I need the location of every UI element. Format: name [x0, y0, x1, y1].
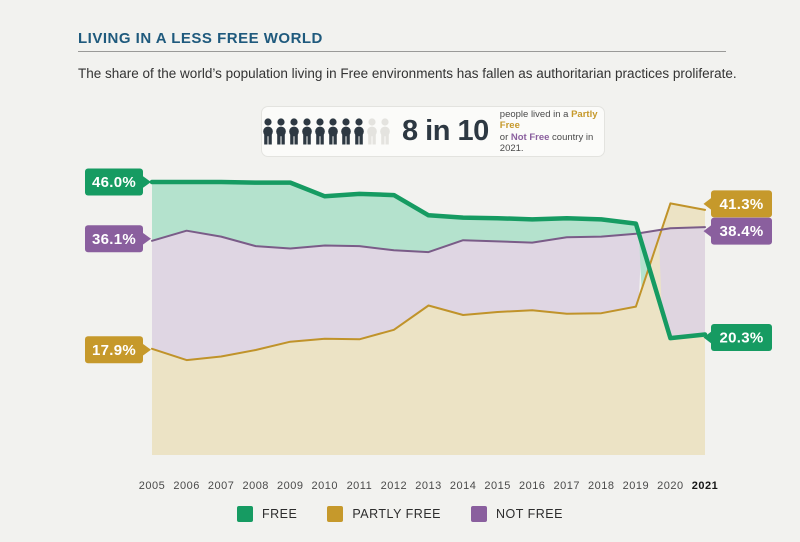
x-axis-label: 2009	[277, 480, 303, 492]
big-stat-text: 8 in 10	[402, 115, 489, 147]
person-icon	[354, 118, 364, 145]
caption-not-free: Not Free	[510, 131, 550, 143]
svg-text:41.3%: 41.3%	[719, 196, 763, 213]
caption-prefix: people lived in a	[499, 108, 572, 120]
x-axis-label: 2021	[692, 480, 718, 492]
person-icon	[328, 118, 338, 145]
caption-suffix: country in 2021.	[499, 131, 594, 155]
legend-item-not-free: NOT FREE	[471, 506, 563, 522]
person-icon	[302, 118, 312, 145]
free-start-badge: 46.0%	[85, 168, 151, 196]
x-axis-label: 2010	[312, 480, 338, 492]
stat-caption: people lived in a Partly Free or Not Fre…	[500, 109, 604, 155]
legend-label-partly-free: PARTLY FREE	[352, 507, 441, 521]
partly-free-start-badge: 17.9%	[85, 336, 151, 364]
person-icon	[289, 118, 299, 145]
svg-text:46.0%: 46.0%	[92, 174, 136, 191]
not-free-start-badge: 36.1%	[85, 225, 151, 253]
partly-free-area	[152, 203, 705, 455]
people-pictogram	[262, 118, 391, 145]
legend-item-partly-free: PARTLY FREE	[327, 506, 441, 522]
x-axis-label: 2005	[139, 480, 165, 492]
x-axis-label: 2016	[519, 480, 545, 492]
x-axis-label: 2007	[208, 480, 234, 492]
not-free-end-badge: 38.4%	[703, 217, 772, 245]
x-axis-label: 2018	[588, 480, 614, 492]
person-icon	[341, 118, 351, 145]
person-icon	[276, 118, 286, 145]
x-axis-label: 2006	[173, 480, 199, 492]
x-axis-label: 2011	[347, 480, 373, 492]
x-axis-label: 2015	[484, 480, 510, 492]
person-icon	[380, 118, 390, 145]
x-axis-label: 2014	[450, 480, 476, 492]
partly-free-line	[151, 202, 706, 362]
x-axis-label: 2013	[415, 480, 441, 492]
title-divider	[78, 51, 726, 52]
partly-free-swatch-icon	[327, 506, 344, 522]
x-axis-label: 2017	[554, 480, 580, 492]
svg-text:17.9%: 17.9%	[92, 342, 136, 359]
person-icon	[263, 118, 273, 145]
svg-text:20.3%: 20.3%	[719, 330, 763, 347]
not-free-line	[151, 226, 706, 254]
legend-label-free: FREE	[262, 507, 298, 521]
legend-label-not-free: NOT FREE	[496, 507, 563, 521]
caption-partly-free: Partly Free	[499, 108, 598, 132]
stat-callout-box: 8 in 10 people lived in a Partly Free or…	[261, 106, 605, 157]
svg-text:38.4%: 38.4%	[719, 223, 763, 240]
not-free-area	[152, 227, 705, 361]
person-icon	[367, 118, 377, 145]
page-subtitle: The share of the world’s population livi…	[78, 66, 737, 81]
x-axis-label: 2020	[657, 480, 683, 492]
x-axis-label: 2019	[623, 480, 649, 492]
x-axis-label: 2008	[242, 480, 268, 492]
legend-item-free: FREE	[237, 506, 297, 522]
free-end-badge: 20.3%	[703, 324, 772, 352]
person-icon	[315, 118, 325, 145]
x-axis-label: 2012	[381, 480, 407, 492]
partly-free-end-badge: 41.3%	[703, 190, 772, 218]
chart-legend: FREE PARTLY FREE NOT FREE	[0, 506, 800, 522]
page-title: LIVING IN A LESS FREE WORLD	[78, 30, 323, 47]
svg-text:36.1%: 36.1%	[92, 231, 136, 248]
x-axis: 2005 2006 2007 2008 2009 2010 2011 2012 2013 2014…	[139, 480, 718, 492]
free-line	[149, 179, 708, 341]
caption-or: or	[499, 131, 511, 143]
free-area	[152, 182, 705, 339]
free-swatch-icon	[237, 506, 254, 522]
not-free-swatch-icon	[471, 506, 487, 522]
